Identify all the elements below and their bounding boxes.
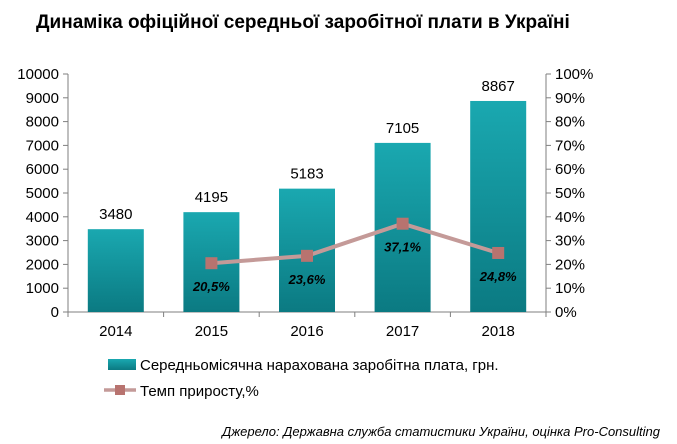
bar-value-label: 7105 xyxy=(386,120,419,137)
category-label: 2015 xyxy=(195,323,228,340)
right-tick-label: 0% xyxy=(555,304,577,321)
growth-rate-label: 24,8% xyxy=(479,269,517,284)
growth-rate-point-2017 xyxy=(396,217,409,230)
right-tick-label: 50% xyxy=(555,185,585,202)
growth-rate-point-2015 xyxy=(205,257,218,270)
left-axis-ticks: 0 1000 2000 3000 4000 5000 6000 7000 8000 9000 100… xyxy=(17,66,68,321)
left-tick-label: 2000 xyxy=(26,256,59,273)
bar-value-label: 3480 xyxy=(99,206,132,223)
growth-rate-label: 20,5% xyxy=(192,279,230,294)
category-label: 2017 xyxy=(386,323,419,340)
bar-data-labels: 3480 4195 5183 7105 8867 xyxy=(99,78,515,223)
category-label: 2016 xyxy=(290,323,323,340)
right-tick-label: 80% xyxy=(555,114,585,131)
bar-value-label: 8867 xyxy=(482,78,515,95)
left-tick-label: 7000 xyxy=(26,137,59,154)
right-tick-label: 70% xyxy=(555,137,585,154)
right-tick-label: 10% xyxy=(555,280,585,297)
right-tick-label: 100% xyxy=(555,66,593,83)
left-tick-label: 5000 xyxy=(26,185,59,202)
source-note: Джерело: Державна служба статистики Укра… xyxy=(220,424,661,439)
right-tick-label: 30% xyxy=(555,233,585,250)
category-axis-ticks: 2014 2015 2016 2017 2018 xyxy=(67,312,547,340)
right-tick-label: 20% xyxy=(555,256,585,273)
growth-rate-point-2018 xyxy=(492,246,505,259)
left-tick-label: 6000 xyxy=(26,161,59,178)
left-tick-label: 4000 xyxy=(26,209,59,226)
left-tick-label: 0 xyxy=(51,304,59,321)
bar-value-label: 4195 xyxy=(195,189,228,206)
growth-rate-label: 23,6% xyxy=(288,272,326,287)
legend-bar-swatch xyxy=(108,359,136,370)
right-tick-label: 90% xyxy=(555,90,585,107)
legend: Середньомісячна нарахована заробітна пла… xyxy=(104,357,499,400)
right-axis-ticks: 0% 10% 20% 30% 40% 50% 60% 70% 80% 90% 100% xyxy=(546,66,593,321)
legend-bar-label: Середньомісячна нарахована заробітна пла… xyxy=(140,357,499,374)
bar-2014 xyxy=(87,229,144,312)
legend-line-label: Темп приросту,% xyxy=(140,383,259,400)
bar-value-label: 5183 xyxy=(290,166,323,183)
chart-title: Динаміка офіційної середньої заробітної … xyxy=(36,12,570,33)
left-tick-label: 10000 xyxy=(17,66,59,83)
left-tick-label: 8000 xyxy=(26,114,59,131)
left-tick-label: 9000 xyxy=(26,90,59,107)
left-tick-label: 1000 xyxy=(26,280,59,297)
bar-2018 xyxy=(470,100,527,313)
right-tick-label: 60% xyxy=(555,161,585,178)
legend-line-marker xyxy=(115,385,125,395)
growth-rate-label: 37,1% xyxy=(384,240,421,255)
left-tick-label: 3000 xyxy=(26,233,59,250)
right-tick-label: 40% xyxy=(555,209,585,226)
growth-rate-line xyxy=(211,221,499,266)
category-label: 2018 xyxy=(482,323,515,340)
category-label: 2014 xyxy=(99,323,132,340)
growth-rate-point-2016 xyxy=(301,249,313,262)
line-series: 20,5% 23,6% 37,1% 24,8% xyxy=(192,217,517,294)
